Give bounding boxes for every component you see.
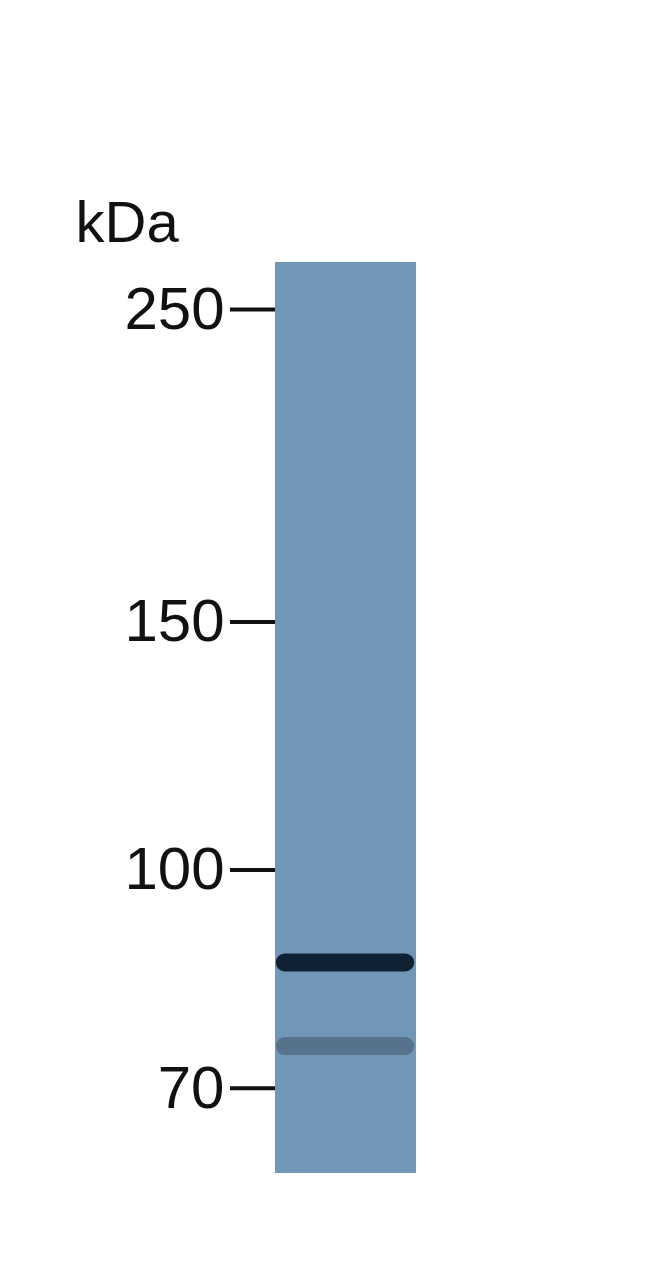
svg-text:150: 150 [124, 587, 224, 654]
svg-text:100: 100 [124, 835, 224, 902]
svg-text:250: 250 [124, 275, 224, 342]
svg-text:kDa: kDa [76, 189, 180, 254]
svg-text:70: 70 [158, 1054, 225, 1121]
